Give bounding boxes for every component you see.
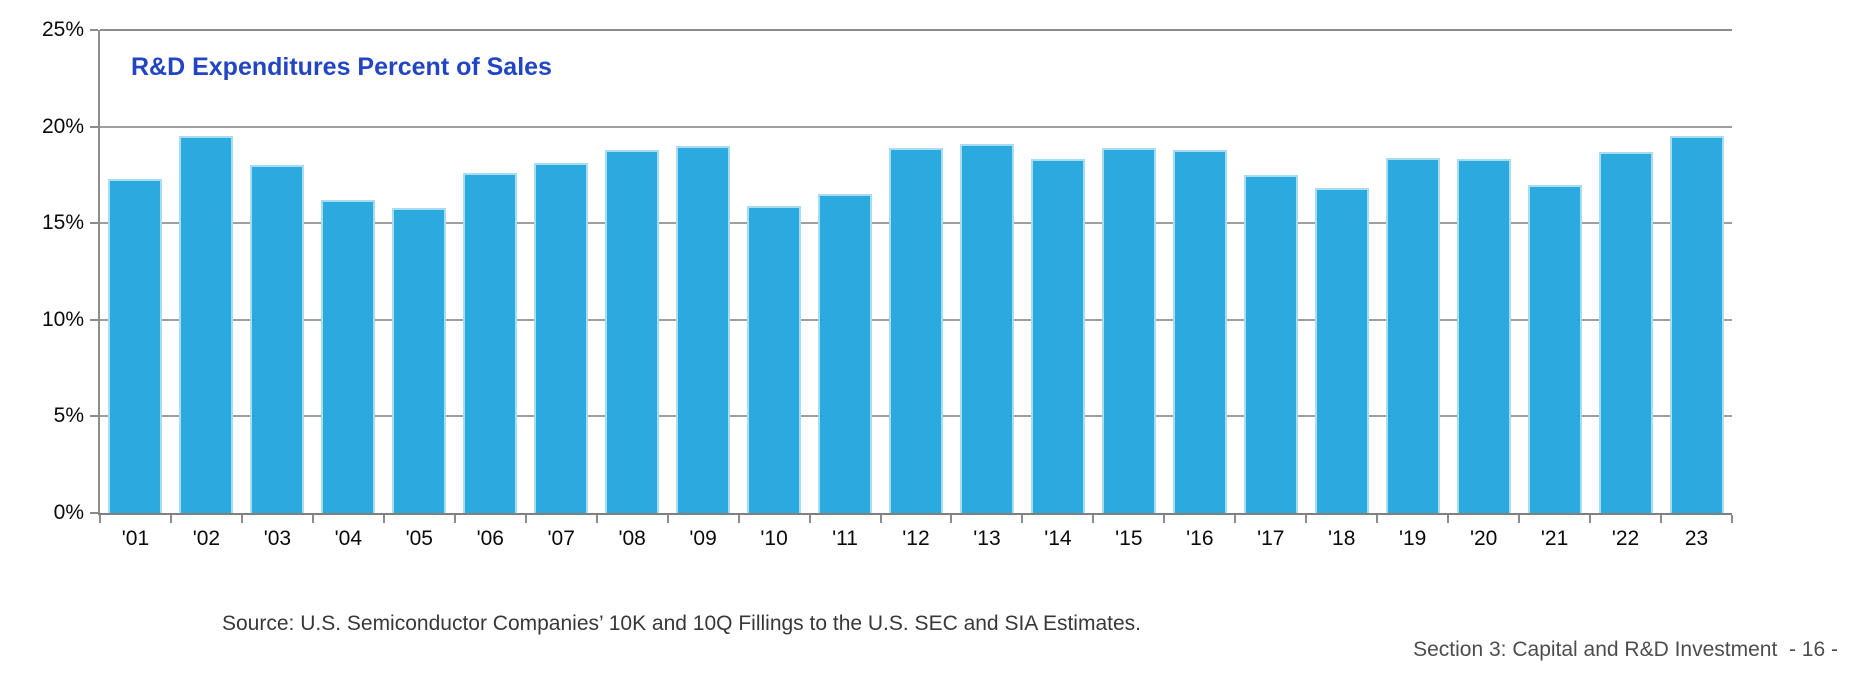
x-axis-label-23: 23 [1684, 527, 1709, 550]
x-axis-label-22: '22 [1611, 527, 1640, 550]
bar-08-18.8pct [605, 149, 660, 513]
bar-09-19pct [676, 145, 731, 513]
x-tick-4 [382, 515, 385, 523]
bar-15-18.9pct [1101, 147, 1156, 513]
bar-22-18.7pct [1598, 151, 1653, 513]
y-axis-label-0pct: 0% [53, 501, 84, 524]
x-axis-label-04: '04 [334, 527, 363, 550]
x-axis-label-20: '20 [1469, 527, 1498, 550]
y-axis-label-10pct: 10% [41, 307, 84, 331]
y-tick-20pct [90, 125, 98, 128]
chart-title: R&D Expenditures Percent of Sales [131, 53, 552, 81]
y-tick-5pct [90, 415, 98, 418]
x-tick-1 [169, 515, 172, 523]
bar-01-17.3pct [108, 178, 163, 513]
x-axis-label-08: '08 [618, 527, 646, 550]
y-axis-label-25pct: 25% [41, 18, 84, 41]
source-note: Source: U.S. Semiconductor Companies’ 10… [222, 612, 1141, 635]
bar-23-19.5pct [1669, 136, 1724, 513]
y-tick-15pct [90, 222, 98, 225]
x-axis-label-11: '11 [832, 527, 858, 550]
x-tick-0 [99, 515, 101, 523]
x-tick-5 [453, 515, 456, 523]
x-tick-10 [808, 515, 811, 523]
bar-20-18.3pct [1456, 159, 1511, 513]
bar-11-16.5pct [818, 194, 873, 513]
y-tick-10pct [90, 318, 98, 321]
x-tick-6 [524, 515, 527, 523]
x-axis-label-13: '13 [973, 527, 1001, 550]
bar-03-18pct [250, 165, 305, 513]
bar-02-19.5pct [179, 136, 234, 513]
bar-10-15.9pct [747, 205, 802, 513]
section-footer: Section 3: Capital and R&D Investment - … [1413, 638, 1838, 661]
x-tick-19 [1447, 515, 1450, 523]
y-axis-label-20pct: 20% [41, 114, 84, 138]
x-axis-label-16: '16 [1186, 527, 1214, 550]
bar-13-19.1pct [959, 144, 1014, 513]
bar-19-18.4pct [1385, 157, 1440, 513]
x-axis-label-07: '07 [547, 527, 575, 550]
x-tick-23 [1731, 515, 1733, 523]
x-axis-label-17: '17 [1257, 527, 1285, 550]
bar-07-18.1pct [534, 163, 589, 513]
x-axis-line [98, 513, 1732, 515]
x-tick-22 [1660, 515, 1663, 523]
bar-17-17.5pct [1243, 174, 1298, 513]
x-tick-16 [1234, 515, 1237, 523]
plot-area [98, 29, 1732, 515]
x-tick-14 [1092, 515, 1095, 523]
y-axis-line [98, 30, 100, 515]
x-axis-label-05: '05 [405, 527, 433, 550]
y-tick-0pct [90, 512, 98, 514]
gridline-25pct [100, 29, 1732, 31]
bar-21-17pct [1527, 184, 1582, 513]
x-axis-label-21: '21 [1540, 527, 1569, 550]
bar-05-15.8pct [392, 207, 447, 513]
x-axis-label-10: '10 [760, 527, 788, 550]
x-tick-21 [1589, 515, 1592, 523]
x-tick-7 [595, 515, 598, 523]
x-tick-12 [950, 515, 953, 523]
x-tick-3 [311, 515, 314, 523]
y-tick-25pct [90, 29, 98, 31]
bar-18-16.8pct [1314, 188, 1369, 513]
x-axis-label-06: '06 [476, 527, 504, 550]
x-axis-label-15: '15 [1115, 527, 1143, 550]
x-axis-label-03: '03 [263, 527, 292, 550]
bar-14-18.3pct [1030, 159, 1085, 513]
y-axis-label-5pct: 5% [53, 404, 84, 428]
x-tick-13 [1021, 515, 1024, 523]
x-tick-18 [1376, 515, 1379, 523]
x-tick-15 [1163, 515, 1166, 523]
x-tick-8 [666, 515, 669, 523]
x-axis-label-01: '01 [121, 527, 150, 550]
x-tick-9 [737, 515, 740, 523]
x-axis-label-02: '02 [192, 527, 221, 550]
x-axis-label-14: '14 [1044, 527, 1072, 550]
bar-06-17.6pct [463, 172, 518, 513]
y-axis-label-15pct: 15% [41, 211, 84, 235]
x-axis-label-19: '19 [1398, 527, 1427, 550]
x-axis-label-18: '18 [1328, 527, 1356, 550]
x-tick-2 [240, 515, 243, 523]
x-tick-11 [879, 515, 882, 523]
x-tick-17 [1305, 515, 1308, 523]
x-tick-20 [1518, 515, 1521, 523]
bar-12-18.9pct [889, 147, 943, 513]
x-axis-label-09: '09 [689, 527, 717, 550]
x-axis-label-12: '12 [902, 527, 930, 550]
gridline-20pct [100, 125, 1732, 128]
bar-16-18.8pct [1172, 149, 1227, 513]
bar-04-16.2pct [321, 200, 376, 513]
